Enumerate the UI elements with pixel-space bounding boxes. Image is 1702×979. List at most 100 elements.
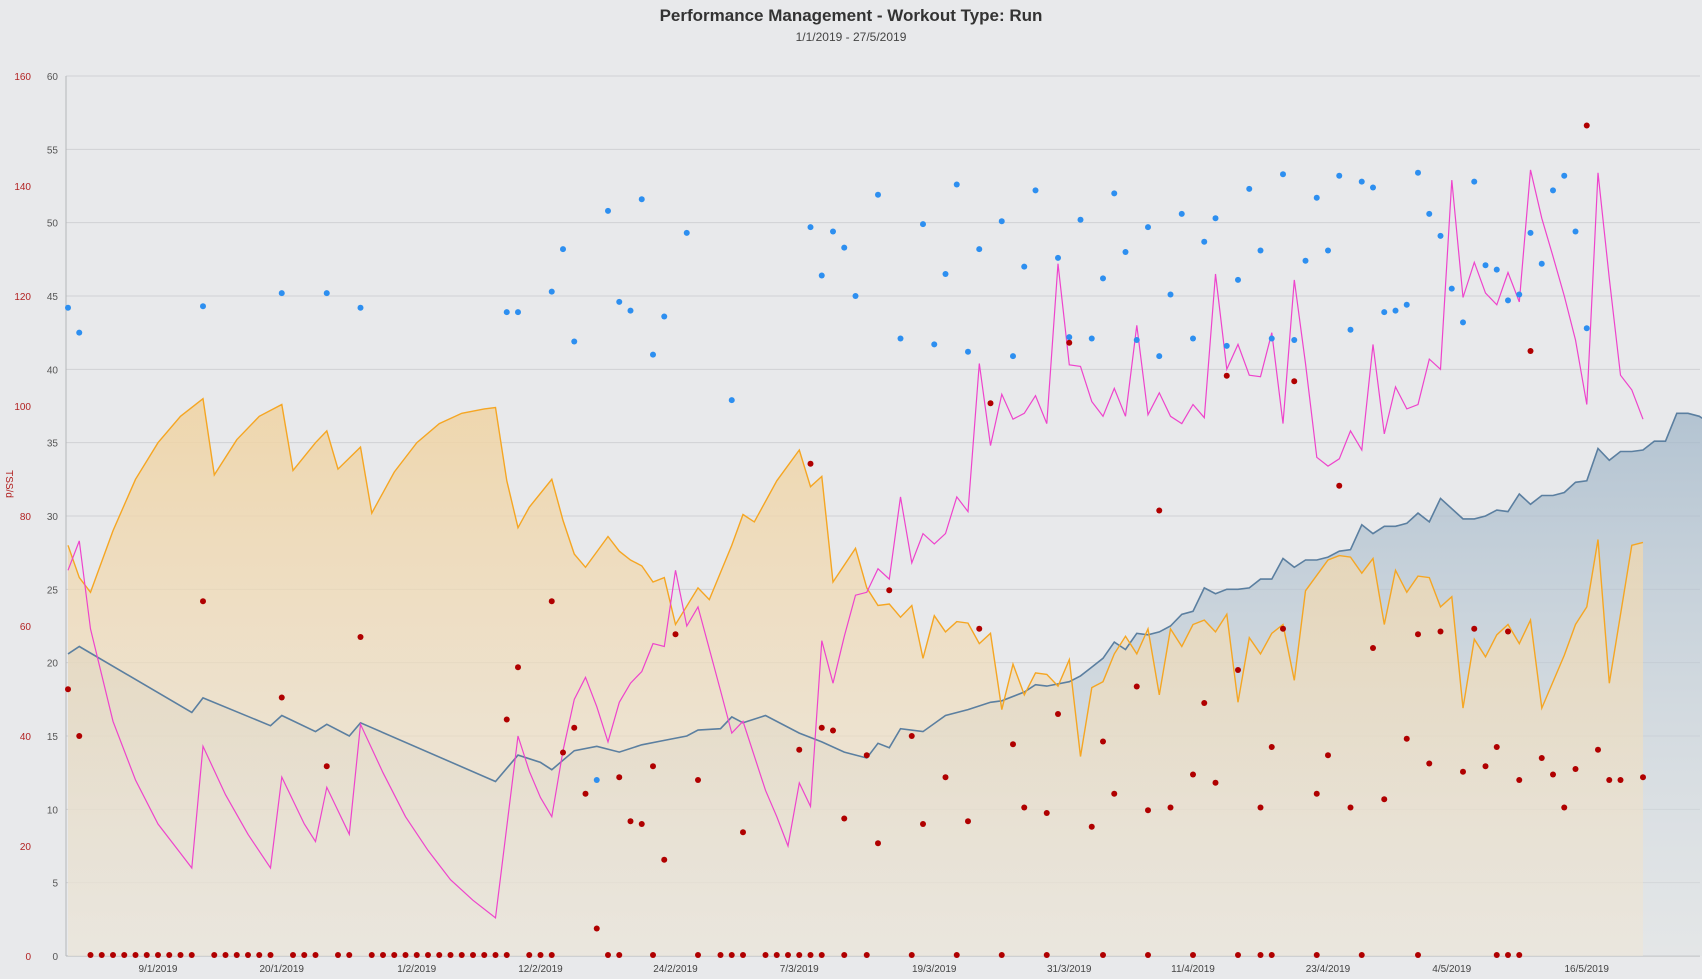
chart-title: Performance Management - Workout Type: R… — [659, 6, 1043, 25]
tss-point — [1010, 741, 1016, 748]
secondary-point — [627, 307, 634, 314]
secondary-point — [852, 293, 859, 299]
tss-zero-point — [1505, 952, 1511, 958]
secondary-point — [1493, 266, 1500, 273]
y-tick-label: 30 — [47, 512, 59, 523]
tss-zero-point — [841, 952, 848, 958]
tss-zero-point — [908, 952, 915, 958]
fatigue-line — [67, 397, 1644, 757]
secondary-point — [1246, 185, 1253, 192]
tss-zero-point — [728, 952, 735, 958]
y2-tick-label: 40 — [20, 732, 32, 743]
secondary-point — [1257, 247, 1264, 254]
secondary-point — [1527, 229, 1534, 236]
tss-point — [1505, 628, 1511, 635]
tss-zero-point — [447, 952, 454, 958]
tss-point — [987, 400, 994, 407]
y2-tick-label: 120 — [14, 292, 31, 303]
tss-point — [672, 631, 679, 638]
tss-point — [1527, 348, 1534, 354]
tss-point — [1055, 711, 1061, 717]
tss-point — [1347, 804, 1354, 811]
secondary-point — [1392, 307, 1399, 314]
tss-zero-point — [402, 952, 409, 958]
secondary-point — [1561, 172, 1568, 179]
tss-zero-point — [1235, 952, 1241, 958]
y-tick-label: 20 — [47, 659, 59, 670]
secondary-point — [278, 290, 285, 297]
tss-point — [1550, 771, 1556, 778]
secondary-point — [1358, 178, 1365, 185]
tss-zero-point — [998, 952, 1005, 958]
tss-zero-point — [391, 952, 398, 958]
tss-zero-point — [155, 952, 161, 958]
tss-point — [1167, 804, 1174, 811]
tss-zero-point — [953, 952, 960, 958]
fatigue-area — [68, 398, 1643, 956]
tss-zero-point — [1145, 952, 1151, 958]
tss-point — [593, 925, 600, 932]
tss-point — [1493, 744, 1500, 750]
tss-zero-point — [132, 952, 139, 958]
tss-zero-point — [503, 952, 510, 958]
x-tick-label: 20/1/2019 — [260, 964, 305, 975]
tss-zero-point — [368, 952, 375, 958]
tss-zero-point — [548, 952, 555, 958]
x-tick-label: 31/3/2019 — [1047, 964, 1092, 975]
secondary-point — [965, 348, 971, 355]
tss-point — [1021, 804, 1028, 811]
secondary-point — [841, 244, 848, 251]
y2-tick-label: 160 — [14, 72, 31, 83]
tss-point — [1190, 771, 1196, 778]
secondary-point — [1066, 334, 1073, 341]
secondary-point — [1088, 335, 1095, 342]
tss-point — [920, 821, 926, 827]
tss-zero-point — [1313, 952, 1320, 958]
tss-zero-point — [312, 952, 319, 958]
y2-tick-label: 80 — [20, 512, 32, 523]
tss-zero-point — [616, 952, 623, 958]
secondary-point — [1448, 285, 1455, 292]
tss-point — [1325, 752, 1331, 759]
tss-point — [1156, 507, 1163, 514]
secondary-point — [1302, 257, 1309, 264]
secondary-point — [728, 397, 735, 404]
tss-zero-point — [222, 952, 229, 958]
tss-zero-point — [863, 952, 870, 958]
secondary-point — [650, 351, 656, 358]
secondary-point — [1291, 337, 1298, 343]
y2-axis-label: TSS/d — [3, 470, 14, 498]
tss-point — [638, 821, 645, 827]
secondary-point — [1100, 275, 1106, 282]
series-points — [65, 122, 1646, 958]
tss-point — [1201, 700, 1208, 706]
tss-point — [1133, 683, 1140, 690]
secondary-point — [953, 181, 960, 188]
form-line — [67, 169, 1644, 920]
tss-point — [1043, 810, 1050, 816]
secondary-point — [897, 335, 904, 342]
tss-point — [1313, 790, 1320, 797]
secondary-point — [1370, 184, 1376, 191]
tss-zero-point — [1257, 952, 1264, 958]
secondary-point — [593, 777, 600, 783]
secondary-point — [571, 338, 578, 345]
secondary-point — [1077, 216, 1084, 223]
secondary-point — [548, 288, 555, 295]
y2-tick-label: 20 — [20, 842, 32, 853]
tss-point — [695, 777, 701, 783]
tss-zero-point — [267, 952, 274, 958]
tss-point — [1381, 796, 1388, 803]
y-tick-label: 55 — [47, 145, 59, 156]
tss-point — [1212, 779, 1219, 786]
tss-point — [65, 686, 71, 693]
tss-zero-point — [762, 952, 769, 958]
tss-point — [1595, 746, 1601, 753]
tss-point — [908, 733, 915, 739]
tss-point — [1471, 625, 1478, 632]
secondary-point — [1201, 238, 1208, 245]
tss-zero-point — [301, 952, 308, 958]
tss-point — [661, 856, 668, 863]
secondary-point — [830, 228, 836, 235]
